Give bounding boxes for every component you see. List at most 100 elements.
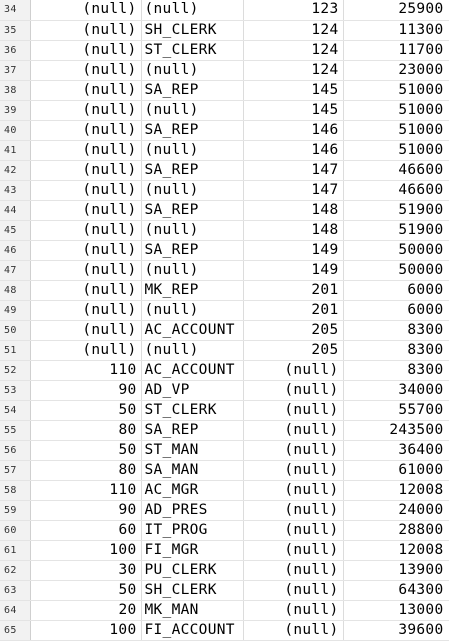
cell-job-id[interactable]: AC_ACCOUNT — [141, 360, 244, 381]
table-row[interactable]: 47 (null) (null) 149 50000 — [0, 260, 449, 281]
table-row[interactable]: 38 (null) SA_REP 145 51000 — [0, 80, 449, 101]
cell-department-id[interactable]: (null) — [30, 140, 142, 161]
cell-manager-id[interactable]: (null) — [243, 600, 344, 621]
cell-manager-id[interactable]: (null) — [243, 620, 344, 641]
cell-salary[interactable]: 50000 — [343, 260, 449, 281]
cell-job-id[interactable]: (null) — [141, 260, 244, 281]
cell-salary[interactable]: 61000 — [343, 460, 449, 481]
table-row[interactable]: 65 100 FI_ACCOUNT (null) 39600 — [0, 620, 449, 641]
cell-salary[interactable]: 25900 — [343, 0, 449, 21]
cell-job-id[interactable]: SA_REP — [141, 420, 244, 441]
cell-salary[interactable]: 64300 — [343, 580, 449, 601]
cell-salary[interactable]: 23000 — [343, 60, 449, 81]
cell-manager-id[interactable]: 201 — [243, 300, 344, 321]
table-row[interactable]: 49 (null) (null) 201 6000 — [0, 300, 449, 321]
cell-job-id[interactable]: AD_PRES — [141, 500, 244, 521]
cell-department-id[interactable]: 100 — [30, 620, 142, 641]
cell-manager-id[interactable]: 145 — [243, 80, 344, 101]
cell-department-id[interactable]: (null) — [30, 160, 142, 181]
cell-salary[interactable]: 8300 — [343, 360, 449, 381]
table-row[interactable]: 44 (null) SA_REP 148 51900 — [0, 200, 449, 221]
cell-manager-id[interactable]: 149 — [243, 240, 344, 261]
cell-manager-id[interactable]: 147 — [243, 160, 344, 181]
cell-job-id[interactable]: (null) — [141, 340, 244, 361]
table-row[interactable]: 53 90 AD_VP (null) 34000 — [0, 380, 449, 401]
cell-department-id[interactable]: 90 — [30, 380, 142, 401]
cell-department-id[interactable]: 110 — [30, 360, 142, 381]
table-row[interactable]: 42 (null) SA_REP 147 46600 — [0, 160, 449, 181]
cell-manager-id[interactable]: (null) — [243, 580, 344, 601]
cell-manager-id[interactable]: (null) — [243, 560, 344, 581]
cell-manager-id[interactable]: (null) — [243, 380, 344, 401]
cell-manager-id[interactable]: (null) — [243, 460, 344, 481]
table-row[interactable]: 48 (null) MK_REP 201 6000 — [0, 280, 449, 301]
cell-salary[interactable]: 51900 — [343, 200, 449, 221]
cell-department-id[interactable]: (null) — [30, 280, 142, 301]
cell-manager-id[interactable]: 146 — [243, 120, 344, 141]
cell-salary[interactable]: 46600 — [343, 160, 449, 181]
cell-manager-id[interactable]: 146 — [243, 140, 344, 161]
table-row[interactable]: 54 50 ST_CLERK (null) 55700 — [0, 400, 449, 421]
cell-job-id[interactable]: PU_CLERK — [141, 560, 244, 581]
cell-job-id[interactable]: SH_CLERK — [141, 20, 244, 41]
table-row[interactable]: 55 80 SA_REP (null) 243500 — [0, 420, 449, 441]
cell-salary[interactable]: 6000 — [343, 280, 449, 301]
cell-department-id[interactable]: 20 — [30, 600, 142, 621]
cell-department-id[interactable]: (null) — [30, 220, 142, 241]
cell-job-id[interactable]: (null) — [141, 140, 244, 161]
cell-department-id[interactable]: (null) — [30, 80, 142, 101]
table-row[interactable]: 60 60 IT_PROG (null) 28800 — [0, 520, 449, 541]
table-row[interactable]: 46 (null) SA_REP 149 50000 — [0, 240, 449, 261]
cell-department-id[interactable]: 60 — [30, 520, 142, 541]
cell-salary[interactable]: 13900 — [343, 560, 449, 581]
cell-salary[interactable]: 51000 — [343, 140, 449, 161]
table-row[interactable]: 45 (null) (null) 148 51900 — [0, 220, 449, 241]
cell-job-id[interactable]: SA_REP — [141, 240, 244, 261]
cell-salary[interactable]: 50000 — [343, 240, 449, 261]
cell-salary[interactable]: 51000 — [343, 80, 449, 101]
cell-manager-id[interactable]: 201 — [243, 280, 344, 301]
cell-job-id[interactable]: IT_PROG — [141, 520, 244, 541]
cell-job-id[interactable]: ST_CLERK — [141, 400, 244, 421]
cell-department-id[interactable]: (null) — [30, 0, 142, 21]
cell-salary[interactable]: 28800 — [343, 520, 449, 541]
cell-job-id[interactable]: FI_ACCOUNT — [141, 620, 244, 641]
cell-department-id[interactable]: 90 — [30, 500, 142, 521]
cell-department-id[interactable]: (null) — [30, 20, 142, 41]
cell-manager-id[interactable]: (null) — [243, 360, 344, 381]
cell-salary[interactable]: 12008 — [343, 480, 449, 501]
cell-manager-id[interactable]: 123 — [243, 0, 344, 21]
cell-department-id[interactable]: (null) — [30, 300, 142, 321]
cell-job-id[interactable]: SA_REP — [141, 200, 244, 221]
table-row[interactable]: 35 (null) SH_CLERK 124 11300 — [0, 20, 449, 41]
cell-job-id[interactable]: SA_REP — [141, 120, 244, 141]
cell-job-id[interactable]: (null) — [141, 60, 244, 81]
cell-salary[interactable]: 243500 — [343, 420, 449, 441]
table-row[interactable]: 50 (null) AC_ACCOUNT 205 8300 — [0, 320, 449, 341]
cell-department-id[interactable]: (null) — [30, 180, 142, 201]
cell-job-id[interactable]: SA_MAN — [141, 460, 244, 481]
table-row[interactable]: 64 20 MK_MAN (null) 13000 — [0, 600, 449, 621]
cell-manager-id[interactable]: 124 — [243, 40, 344, 61]
cell-manager-id[interactable]: 205 — [243, 320, 344, 341]
cell-salary[interactable]: 34000 — [343, 380, 449, 401]
table-row[interactable]: 34 (null) (null) 123 25900 — [0, 0, 449, 21]
cell-job-id[interactable]: AD_VP — [141, 380, 244, 401]
table-row[interactable]: 63 50 SH_CLERK (null) 64300 — [0, 580, 449, 601]
cell-department-id[interactable]: 100 — [30, 540, 142, 561]
table-row[interactable]: 56 50 ST_MAN (null) 36400 — [0, 440, 449, 461]
cell-salary[interactable]: 12008 — [343, 540, 449, 561]
cell-salary[interactable]: 51900 — [343, 220, 449, 241]
cell-job-id[interactable]: AC_ACCOUNT — [141, 320, 244, 341]
cell-salary[interactable]: 55700 — [343, 400, 449, 421]
cell-job-id[interactable]: MK_MAN — [141, 600, 244, 621]
cell-manager-id[interactable]: (null) — [243, 480, 344, 501]
cell-salary[interactable]: 36400 — [343, 440, 449, 461]
cell-salary[interactable]: 8300 — [343, 320, 449, 341]
table-row[interactable]: 39 (null) (null) 145 51000 — [0, 100, 449, 121]
cell-job-id[interactable]: FI_MGR — [141, 540, 244, 561]
cell-job-id[interactable]: (null) — [141, 220, 244, 241]
cell-job-id[interactable]: SA_REP — [141, 80, 244, 101]
table-row[interactable]: 52 110 AC_ACCOUNT (null) 8300 — [0, 360, 449, 381]
table-row[interactable]: 36 (null) ST_CLERK 124 11700 — [0, 40, 449, 61]
